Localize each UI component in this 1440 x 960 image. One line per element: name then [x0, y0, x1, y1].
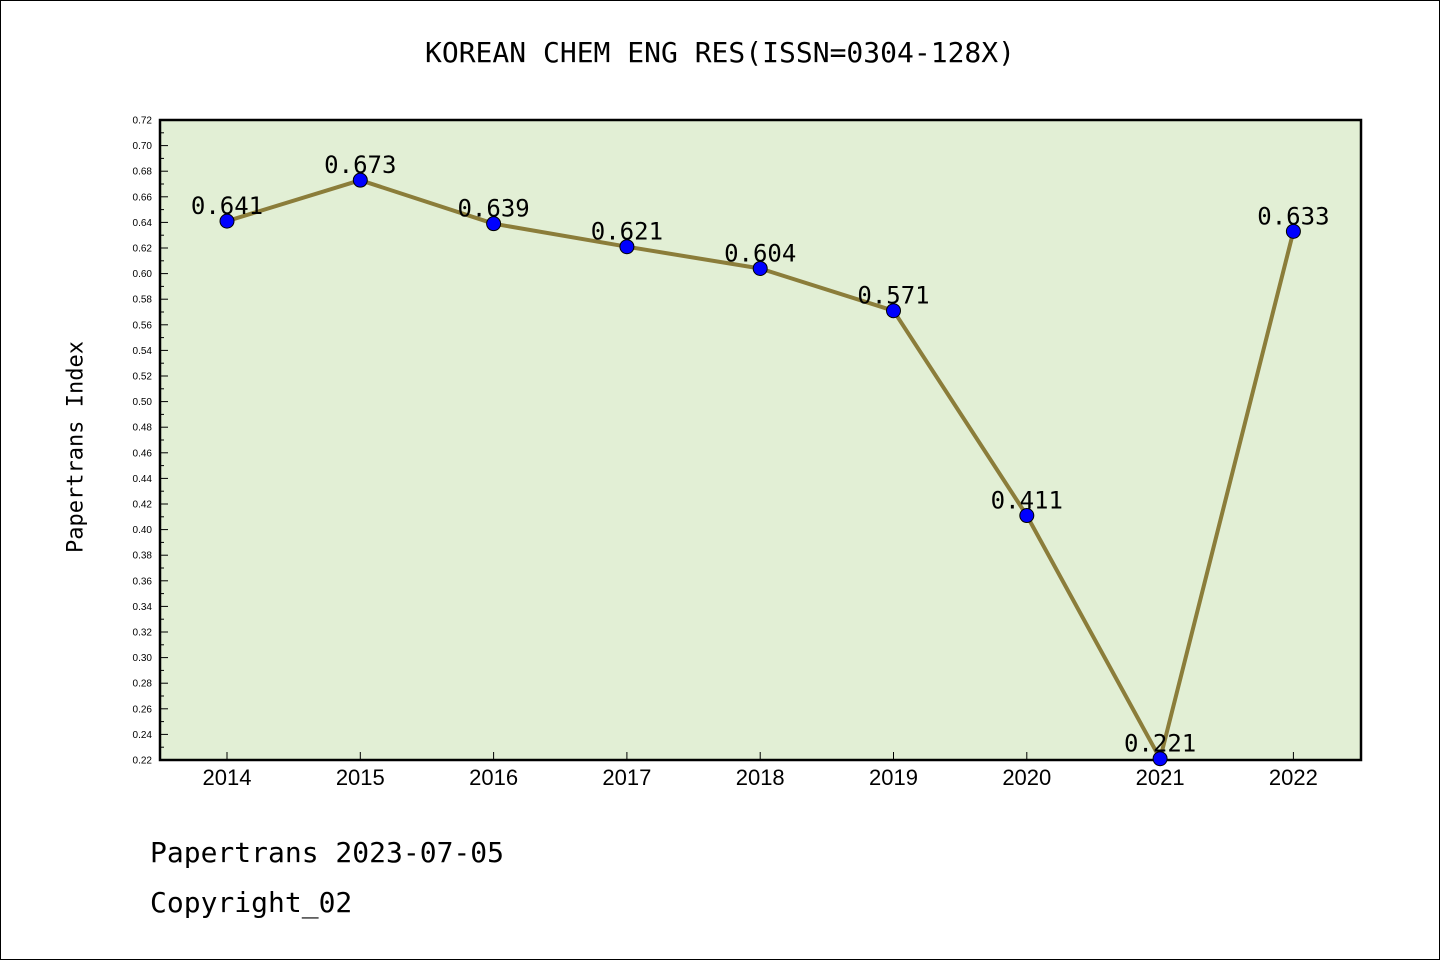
- x-tick-label: 2017: [602, 765, 651, 790]
- x-tick-label: 2018: [736, 765, 785, 790]
- data-label: 0.641: [191, 192, 263, 220]
- data-label: 0.673: [324, 151, 396, 179]
- data-label: 0.411: [991, 487, 1063, 515]
- x-tick-label: 2015: [336, 765, 385, 790]
- x-tick-label: 2014: [203, 765, 252, 790]
- y-tick-label: 0.60: [133, 269, 153, 280]
- data-point: [1152, 751, 1168, 767]
- y-tick-label: 0.38: [133, 551, 153, 562]
- y-tick-label: 0.54: [133, 346, 153, 357]
- y-tick-label: 0.36: [133, 576, 153, 587]
- y-tick-label: 0.56: [133, 320, 153, 331]
- data-point: [752, 260, 768, 276]
- y-tick-label: 0.62: [133, 244, 153, 255]
- data-point: [886, 303, 901, 319]
- x-tick-label: 2016: [469, 765, 518, 790]
- footer-date: Papertrans 2023-07-05: [150, 836, 505, 869]
- x-tick-label: 2019: [869, 765, 918, 790]
- y-tick-label: 0.22: [133, 756, 153, 767]
- y-tick-label: 0.66: [133, 192, 153, 203]
- y-tick-label: 0.48: [133, 423, 153, 434]
- footer-copyright: Copyright_02: [150, 886, 353, 919]
- chart-title: KOREAN CHEM ENG RES(ISSN=0304-128X): [424, 36, 1015, 69]
- y-tick-label: 0.26: [133, 704, 153, 715]
- y-tick-label: 0.70: [133, 141, 153, 152]
- y-tick-label: 0.68: [133, 167, 153, 178]
- data-label: 0.221: [1124, 730, 1196, 758]
- y-tick-label: 0.58: [133, 295, 153, 306]
- y-tick-label: 0.72: [133, 116, 153, 127]
- x-tick-label: 2022: [1269, 765, 1318, 790]
- y-tick-label: 0.64: [133, 218, 153, 229]
- x-tick-label: 2020: [1002, 765, 1051, 790]
- y-tick-label: 0.40: [133, 525, 153, 536]
- y-tick-label: 0.50: [133, 397, 153, 408]
- y-tick-label: 0.34: [133, 602, 153, 613]
- y-tick-label: 0.44: [133, 474, 153, 485]
- data-label: 0.604: [724, 239, 796, 267]
- y-tick-label: 0.46: [133, 448, 153, 459]
- y-tick-label: 0.28: [133, 679, 153, 690]
- data-point: [1019, 508, 1035, 524]
- data-point: [219, 213, 235, 229]
- x-tick-label: 2021: [1136, 765, 1185, 790]
- data-point: [1285, 223, 1301, 239]
- data-point: [486, 216, 502, 232]
- y-tick-label: 0.32: [133, 628, 153, 639]
- data-label: 0.571: [857, 282, 929, 310]
- y-tick-label: 0.42: [133, 500, 153, 511]
- plot-area: [158, 118, 1363, 762]
- data-label: 0.621: [591, 218, 663, 246]
- data-point: [619, 239, 635, 255]
- y-tick-label: 0.52: [133, 372, 153, 383]
- data-label: 0.633: [1257, 202, 1329, 230]
- data-label: 0.639: [457, 195, 529, 223]
- y-tick-label: 0.24: [133, 730, 153, 741]
- data-point: [352, 172, 368, 188]
- y-tick-label: 0.30: [133, 653, 153, 664]
